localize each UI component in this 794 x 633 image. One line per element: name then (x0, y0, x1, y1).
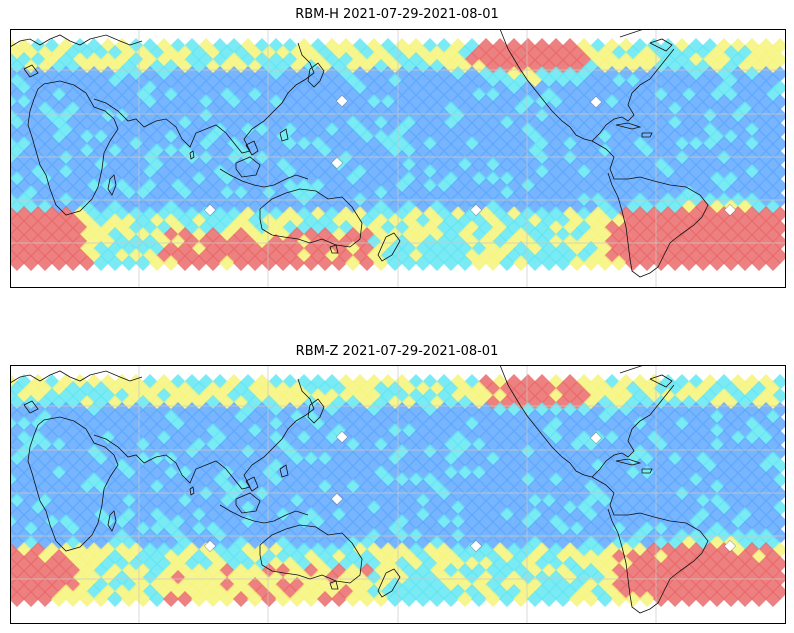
coastlines (10, 365, 709, 614)
station-marker (470, 540, 482, 552)
data-tiles (10, 38, 786, 271)
station-marker (724, 540, 736, 552)
station-marker (590, 96, 602, 108)
station-marker (331, 157, 343, 169)
data-tiles (10, 374, 786, 607)
map-frame (10, 365, 786, 624)
coastlines (10, 29, 709, 278)
station-marker (204, 204, 216, 216)
map-panel-rbm-h (10, 29, 786, 288)
panel-title-rbm-h: RBM-H 2021-07-29-2021-08-01 (295, 7, 499, 22)
map-frame (10, 29, 786, 288)
station-marker (336, 95, 348, 107)
station-marker (204, 540, 216, 552)
graticule (10, 29, 786, 288)
graticule (10, 365, 786, 624)
station-marker (336, 431, 348, 443)
station-marker (331, 493, 343, 505)
station-marker (590, 432, 602, 444)
station-marker (470, 204, 482, 216)
map-panel-rbm-z (10, 365, 786, 624)
station-marker (724, 204, 736, 216)
panel-title-rbm-z: RBM-Z 2021-07-29-2021-08-01 (295, 344, 499, 359)
